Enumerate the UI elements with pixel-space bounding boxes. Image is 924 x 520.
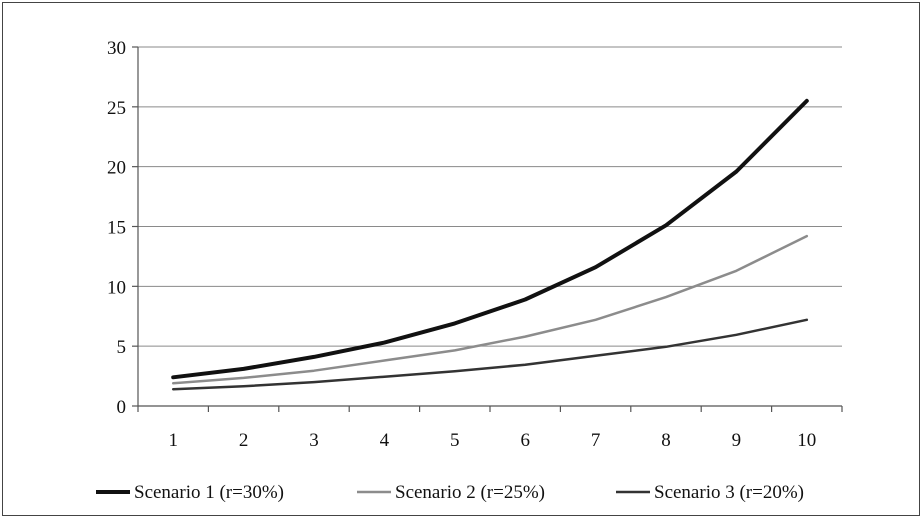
y-tick-label: 5 (117, 337, 127, 358)
x-tick-label: 4 (380, 430, 390, 451)
y-tick-label: 15 (107, 218, 126, 239)
y-tick-label: 30 (107, 38, 126, 59)
y-tick-label: 25 (107, 98, 126, 119)
gridlines (138, 46, 842, 347)
y-axis-ticks: 0 5 10 15 20 25 30 (107, 38, 138, 418)
legend-label-3: Scenario 3 (r=20%) (654, 482, 804, 503)
x-tick-label: 3 (309, 430, 319, 451)
y-tick-label: 20 (107, 158, 126, 179)
series-line-1 (171, 98, 809, 380)
series-line-3 (171, 318, 809, 391)
x-tick-label: 2 (239, 430, 249, 451)
series-lines (171, 98, 809, 391)
y-tick-label: 0 (117, 397, 127, 418)
y-tick-label: 10 (107, 277, 126, 298)
legend: Scenario 1 (r=30%) Scenario 2 (r=25%) Scen… (96, 482, 804, 503)
series-line-2 (171, 234, 809, 385)
x-tick-label: 8 (661, 430, 671, 451)
legend-label-2: Scenario 2 (r=25%) (395, 482, 545, 503)
x-tick-label: 5 (450, 430, 460, 451)
x-tick-label: 7 (591, 430, 601, 451)
x-tick-label: 6 (520, 430, 530, 451)
x-tick-label: 10 (797, 430, 816, 451)
x-tick-label: 1 (168, 430, 178, 451)
legend-label-1: Scenario 1 (r=30%) (134, 482, 284, 503)
x-tick-label: 9 (732, 430, 742, 451)
x-axis-ticks: 1 2 3 4 5 6 7 8 9 10 (137, 406, 843, 451)
